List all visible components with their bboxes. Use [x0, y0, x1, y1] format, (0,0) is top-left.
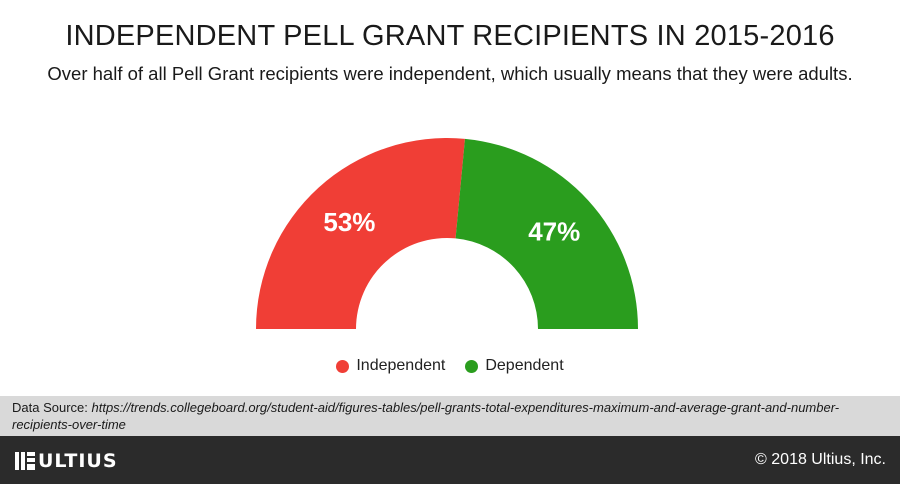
chart-title: INDEPENDENT PELL GRANT RECIPIENTS IN 201…	[65, 20, 835, 52]
data-label-independent: 53%	[323, 207, 375, 237]
legend-item-dependent: Dependent	[465, 357, 564, 375]
legend-item-independent: Independent	[336, 357, 445, 375]
semicircle-donut-chart: 53% 47%	[256, 137, 638, 329]
legend-swatch-independent	[336, 359, 350, 373]
ultius-logo: ULTIUS	[14, 450, 118, 472]
slice-dependent	[455, 138, 638, 329]
legend-swatch-dependent	[465, 359, 479, 373]
data-source-bar: Data Source: https://trends.collegeboard…	[0, 396, 900, 436]
chart-subtitle: Over half of all Pell Grant recipients w…	[47, 63, 853, 84]
footer-bar: ULTIUS © 2018 Ultius, Inc.	[0, 436, 900, 484]
slice-independent	[256, 137, 465, 329]
chart-legend: Independent Dependent	[0, 357, 900, 375]
ultius-logo-text: ULTIUS	[38, 450, 118, 472]
copyright-text: © 2018 Ultius, Inc.	[755, 451, 886, 468]
legend-label-dependent: Dependent	[485, 357, 564, 374]
ultius-logo-icon	[15, 452, 35, 470]
legend-label-independent: Independent	[356, 357, 446, 374]
data-source-url[interactable]: https://trends.collegeboard.org/student-…	[12, 400, 840, 432]
data-label-dependent: 47%	[528, 216, 580, 246]
data-source-label: Data Source:	[12, 400, 88, 415]
